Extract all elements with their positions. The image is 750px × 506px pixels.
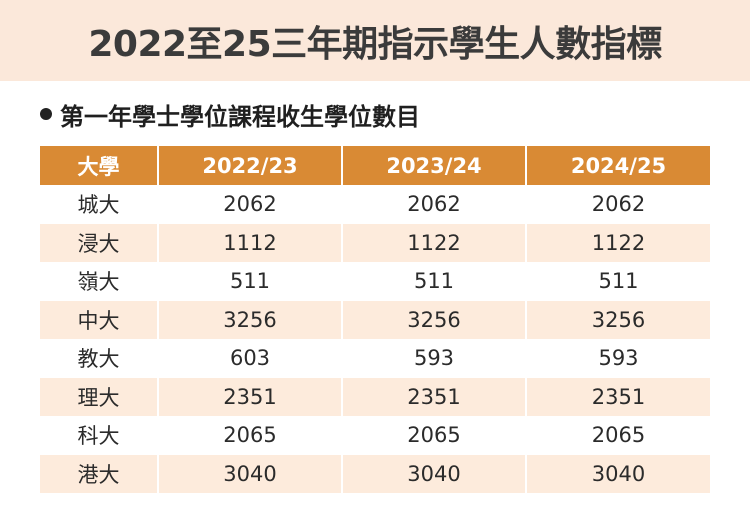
table-row: 理大 2351 2351 2351 — [40, 377, 710, 416]
subtitle: 第一年學士學位課程收生學位數目 — [60, 102, 420, 131]
subtitle-row: 第一年學士學位課程收生學位數目 — [40, 98, 420, 131]
value-cell: 2062 — [157, 185, 342, 224]
header-university: 大學 — [40, 146, 158, 185]
value-cell: 3256 — [157, 300, 342, 339]
page-title: 2022至25三年期指示學生人數指標 — [88, 23, 662, 65]
header-2022-23: 2022/23 — [157, 146, 342, 185]
value-cell: 2351 — [525, 377, 710, 416]
university-cell: 港大 — [40, 454, 158, 493]
value-cell: 593 — [341, 339, 526, 378]
university-cell: 浸大 — [40, 223, 158, 262]
value-cell: 2065 — [157, 416, 342, 455]
title-band: 2022至25三年期指示學生人數指標 — [0, 0, 750, 81]
university-cell: 中大 — [40, 300, 158, 339]
value-cell: 3040 — [157, 454, 342, 493]
value-cell: 511 — [157, 262, 342, 301]
value-cell: 3040 — [341, 454, 526, 493]
value-cell: 1122 — [341, 223, 526, 262]
value-cell: 2062 — [525, 185, 710, 224]
university-cell: 科大 — [40, 416, 158, 455]
value-cell: 3256 — [525, 300, 710, 339]
university-cell: 理大 — [40, 377, 158, 416]
table-row: 中大 3256 3256 3256 — [40, 300, 710, 339]
table-row: 嶺大 511 511 511 — [40, 262, 710, 301]
value-cell: 3256 — [341, 300, 526, 339]
header-2023-24: 2023/24 — [341, 146, 526, 185]
bullet-icon — [40, 108, 52, 120]
value-cell: 511 — [525, 262, 710, 301]
value-cell: 2065 — [341, 416, 526, 455]
value-cell: 2351 — [157, 377, 342, 416]
value-cell: 2065 — [525, 416, 710, 455]
table-row: 科大 2065 2065 2065 — [40, 416, 710, 455]
value-cell: 593 — [525, 339, 710, 378]
value-cell: 2062 — [341, 185, 526, 224]
header-2024-25: 2024/25 — [525, 146, 710, 185]
table-row: 港大 3040 3040 3040 — [40, 454, 710, 493]
university-cell: 教大 — [40, 339, 158, 378]
table-row: 教大 603 593 593 — [40, 339, 710, 378]
university-cell: 城大 — [40, 185, 158, 224]
value-cell: 2351 — [341, 377, 526, 416]
intake-table: 大學 2022/23 2023/24 2024/25 城大 2062 2062 … — [40, 146, 710, 493]
header-row: 大學 2022/23 2023/24 2024/25 — [40, 146, 710, 185]
value-cell: 511 — [341, 262, 526, 301]
value-cell: 3040 — [525, 454, 710, 493]
value-cell: 603 — [157, 339, 342, 378]
value-cell: 1112 — [157, 223, 342, 262]
value-cell: 1122 — [525, 223, 710, 262]
table-row: 城大 2062 2062 2062 — [40, 185, 710, 224]
university-cell: 嶺大 — [40, 262, 158, 301]
table-row: 浸大 1112 1122 1122 — [40, 223, 710, 262]
